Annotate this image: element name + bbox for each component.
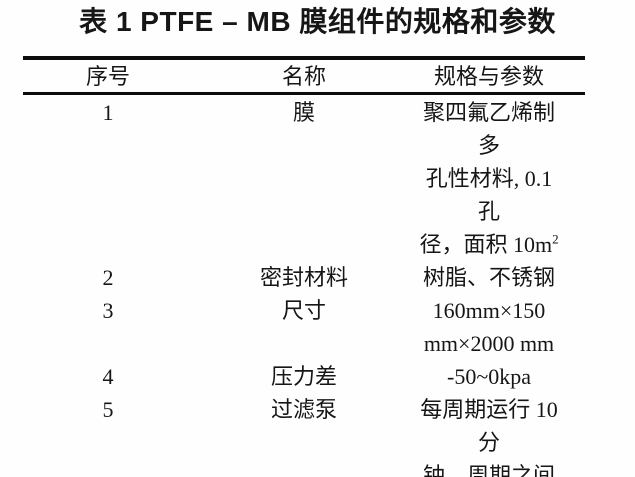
row-name: 压力差 [270, 364, 337, 389]
table-row-membrane: 1 膜 聚四氟乙烯制多 孔性材料, 0.1 孔 径，面积 10m2 [23, 96, 585, 261]
spec-line: -50~0kpa [447, 364, 531, 389]
row-number: 4 [102, 364, 114, 389]
spec-line: 钟，周期之间有 [422, 463, 555, 477]
row-spec: 聚四氟乙烯制多 孔性材料, 0.1 孔 径，面积 10m2 [415, 96, 585, 261]
spec-line: 聚四氟乙烯制多 [422, 100, 555, 158]
row-spec: -50~0kpa [415, 360, 585, 393]
row-name: 膜 [292, 100, 315, 125]
row-name: 尺寸 [281, 298, 326, 323]
table-row-sealing-material: 2 密封材料 树脂、不锈钢 [23, 261, 585, 294]
spec-line: mm×2000 mm [423, 331, 555, 356]
row-spec: 160mm×150 mm×2000 mm [415, 294, 585, 360]
spec-line: 树脂、不锈钢 [422, 265, 555, 290]
spec-table: 序号 名称 规格与参数 1 膜 聚四氟乙烯制多 孔性材料, 0.1 孔 径，面积… [23, 56, 585, 477]
table-header-row: 序号 名称 规格与参数 [23, 56, 585, 95]
table-body: 1 膜 聚四氟乙烯制多 孔性材料, 0.1 孔 径，面积 10m2 2 密封材料… [23, 95, 585, 477]
row-number: 1 [102, 100, 114, 125]
superscript-exponent: 2 [552, 231, 559, 247]
header-spec-params: 规格与参数 [433, 64, 544, 89]
row-spec: 每周期运行 10 分 钟，周期之间有 30s 间隙 [415, 393, 585, 477]
table-row-filter-pump: 5 过滤泵 每周期运行 10 分 钟，周期之间有 30s 间隙 [23, 393, 585, 477]
row-number: 2 [102, 265, 114, 290]
spec-line: 径，面积 10m2 [415, 228, 563, 261]
table-row-pressure-difference: 4 压力差 -50~0kpa [23, 360, 585, 393]
spec-line: 每周期运行 10 分 [420, 397, 558, 455]
row-name: 密封材料 [259, 265, 348, 290]
spec-line: 160mm×150 [432, 298, 546, 323]
table-title: 表 1 PTFE – MB 膜组件的规格和参数 [79, 6, 556, 37]
row-name: 过滤泵 [270, 397, 337, 422]
row-number: 3 [102, 298, 114, 323]
row-number: 5 [102, 397, 114, 422]
table-row-dimensions: 3 尺寸 160mm×150 mm×2000 mm [23, 294, 585, 360]
spec-line: 孔性材料, 0.1 孔 [425, 166, 553, 224]
header-name: 名称 [281, 64, 326, 89]
spec-line-text: 径，面积 10m [419, 232, 553, 257]
header-serial-number: 序号 [85, 64, 130, 89]
row-spec: 树脂、不锈钢 [415, 261, 585, 294]
